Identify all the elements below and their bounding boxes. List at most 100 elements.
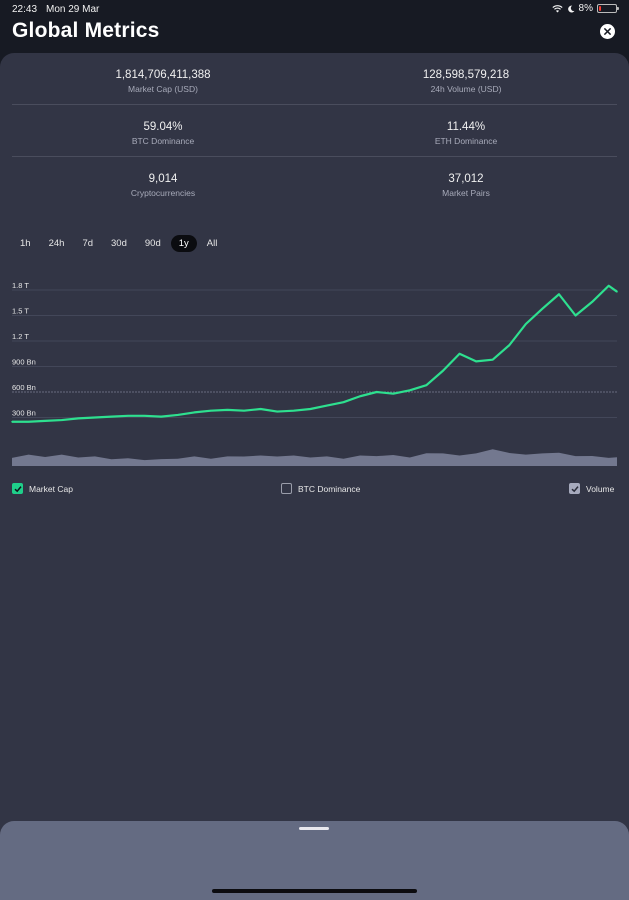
market-cap-point — [508, 344, 511, 347]
market-cap-point — [558, 293, 560, 296]
metric-row: 9,014 Cryptocurrencies 37,012 Market Pai… — [12, 157, 617, 209]
time-range-tabs: 1h 24h 7d 30d 90d 1y All — [12, 235, 227, 252]
market-cap-point — [127, 415, 129, 417]
close-button[interactable] — [600, 24, 615, 39]
metrics-sheet: 1,814,706,411,388 Market Cap (USD) 128,5… — [0, 53, 629, 900]
market-cap-point — [525, 323, 527, 325]
chart-legend: Market Cap BTC Dominance Volume — [0, 483, 629, 497]
market-cap-point — [60, 419, 63, 421]
legend-btc-dominance[interactable]: BTC Dominance — [281, 483, 360, 494]
btc-dominance-checkbox[interactable] — [281, 483, 292, 494]
volume-series-area — [12, 449, 617, 466]
btc-dominance-metric: 59.04% BTC Dominance — [12, 121, 314, 146]
metric-value: 11.44% — [446, 121, 486, 133]
metric-label: Market Cap (USD) — [128, 84, 198, 94]
legend-volume[interactable]: Volume — [569, 483, 614, 494]
range-tab-1h[interactable]: 1h — [20, 238, 31, 249]
wifi-icon — [551, 5, 563, 13]
market-cap-point — [259, 408, 262, 410]
market-cap-point — [591, 301, 593, 303]
legend-market-cap[interactable]: Market Cap — [12, 483, 73, 494]
eth-dominance-metric: 11.44% ETH Dominance — [315, 121, 617, 146]
market-cap-point — [359, 395, 361, 398]
market-cap-point — [574, 314, 577, 317]
metric-row: 1,814,706,411,388 Market Cap (USD) 128,5… — [12, 53, 617, 105]
market-cap-point — [475, 360, 477, 363]
market-cap-point — [392, 392, 395, 395]
metric-value: 128,598,579,218 — [422, 69, 510, 81]
range-tab-30d[interactable]: 30d — [111, 238, 127, 249]
metric-label: ETH Dominance — [434, 136, 498, 146]
checkmark-icon — [13, 485, 22, 492]
market-cap-point — [326, 404, 328, 407]
status-time: 22:43 — [12, 4, 38, 15]
market-cap-point — [27, 420, 30, 423]
home-indicator — [212, 889, 417, 893]
market-cap-point — [210, 409, 212, 412]
bottom-sheet[interactable] — [0, 821, 629, 900]
market-cap-point — [409, 389, 411, 392]
range-tab-90d[interactable]: 90d — [144, 238, 161, 249]
sheet-grabber[interactable] — [299, 827, 329, 830]
market-cap-point — [425, 384, 428, 386]
market-cap-point — [541, 307, 544, 310]
market-cap-point — [616, 290, 618, 293]
market-cap-checkbox[interactable] — [12, 483, 23, 494]
range-tab-7d[interactable]: 7d — [82, 238, 94, 249]
battery-icon — [597, 4, 619, 13]
market-cap-point — [342, 401, 345, 403]
status-indicators: 8% — [551, 3, 619, 14]
y-tick-label: 1.5 T — [12, 307, 29, 316]
y-tick-label: 300 Bn — [12, 409, 36, 418]
metric-value: 37,012 — [448, 173, 484, 185]
market-cap-point — [292, 409, 295, 412]
y-tick-label: 1.8 T — [12, 281, 29, 290]
market-cap-point — [94, 416, 96, 419]
y-tick-label: 900 Bn — [12, 358, 36, 367]
range-tab-24h[interactable]: 24h — [48, 238, 65, 249]
metric-value: 9,014 — [148, 173, 178, 185]
metric-value: 59.04% — [143, 121, 183, 133]
status-date: Mon 29 Mar — [46, 4, 100, 15]
market-cap-point — [193, 411, 196, 414]
market-cap-point — [442, 369, 444, 372]
metric-label: 24h Volume (USD) — [430, 84, 502, 94]
status-bar: 22:43 Mon 29 Mar 8% — [0, 0, 629, 18]
range-tab-all[interactable]: All — [206, 238, 218, 249]
volume-metric: 128,598,579,218 24h Volume (USD) — [315, 69, 617, 94]
market-cap-point — [607, 284, 610, 287]
market-cap-point — [11, 420, 13, 423]
legend-label: Volume — [586, 483, 615, 494]
market-cap-point — [375, 391, 378, 393]
market-cap-series-line — [12, 284, 618, 423]
metric-row: 59.04% BTC Dominance 11.44% ETH Dominanc… — [12, 105, 617, 157]
battery-percent: 8% — [578, 3, 593, 14]
range-tab-1y[interactable]: 1y — [170, 235, 197, 252]
metric-label: BTC Dominance — [131, 136, 195, 146]
market-cap-point — [110, 415, 113, 418]
metric-label: Cryptocurrencies — [130, 188, 196, 198]
market-cap-metric: 1,814,706,411,388 Market Cap (USD) — [12, 69, 314, 94]
metric-label: Market Pairs — [442, 188, 490, 198]
market-cap-point — [176, 414, 179, 416]
market-cap-chart[interactable]: 300 Bn 600 Bn 900 Bn 1.2 T 1.5 T 1.8 T — [0, 273, 629, 473]
market-pairs-metric: 37,012 Market Pairs — [315, 173, 617, 198]
legend-label: Market Cap — [29, 483, 73, 494]
market-cap-point — [458, 352, 461, 355]
checkmark-icon — [570, 485, 579, 492]
market-cap-point — [226, 409, 229, 411]
legend-label: BTC Dominance — [298, 483, 361, 494]
moon-icon — [567, 5, 575, 12]
market-cap-point — [160, 415, 162, 418]
y-tick-label: 600 Bn — [12, 383, 36, 392]
market-cap-point — [243, 409, 245, 412]
metric-value: 1,814,706,411,388 — [115, 69, 211, 81]
market-cap-point — [44, 420, 46, 422]
market-cap-point — [77, 417, 80, 420]
volume-checkbox[interactable] — [569, 483, 580, 494]
page-title: Global Metrics — [12, 19, 160, 42]
cryptocurrencies-metric: 9,014 Cryptocurrencies — [12, 173, 314, 198]
close-icon — [604, 28, 611, 35]
market-cap-point — [276, 410, 279, 413]
market-cap-point — [491, 358, 494, 361]
